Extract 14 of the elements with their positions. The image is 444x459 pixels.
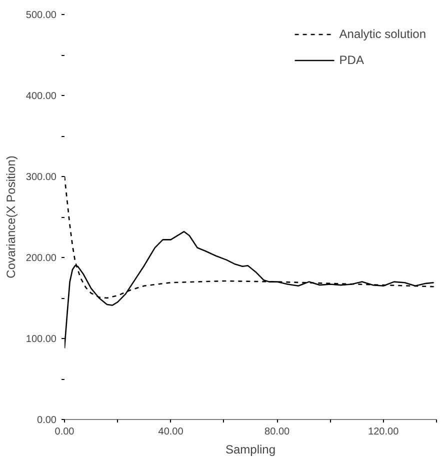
- y-tick-label: 100.00: [26, 334, 57, 345]
- y-axis-title: Covariance(X Position): [4, 156, 18, 278]
- legend-label: Analytic solution: [339, 27, 426, 41]
- legend-label: PDA: [339, 53, 364, 67]
- y-tick-label: 300.00: [26, 172, 57, 183]
- x-tick-label: 0.00: [54, 426, 75, 438]
- x-tick-label: 120.00: [368, 426, 400, 438]
- y-tick-label: 500.00: [26, 10, 57, 21]
- x-tick-label: 40.00: [158, 426, 184, 438]
- x-tick-label: 80.00: [264, 426, 290, 438]
- y-tick-label: 200.00: [26, 253, 57, 264]
- y-tick-label: 400.00: [26, 91, 57, 102]
- y-tick-label: 0.00: [37, 415, 57, 426]
- x-axis-title: Sampling: [225, 442, 276, 456]
